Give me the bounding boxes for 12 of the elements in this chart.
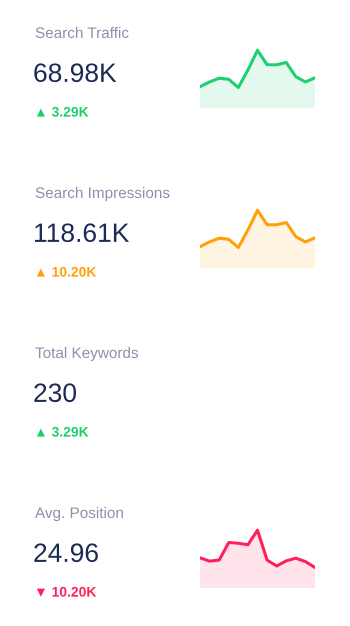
text: ▲ 3.29K [36,426,89,437]
text: 118.61K [35,223,130,242]
text: ▲ 3.29K [36,106,89,117]
text: 68.98K [34,63,116,82]
text: Total Keywords [35,346,138,362]
text: ▼ 10.20K [36,586,96,597]
text: 24.96 [34,543,98,562]
chart-title: Avg. Position [35,506,123,522]
chart-title: Search Traffic [36,26,129,38]
text: 230 [34,383,76,402]
text: ▲ 10.20K [36,266,96,277]
chart-title: Search Impressions [36,186,170,202]
